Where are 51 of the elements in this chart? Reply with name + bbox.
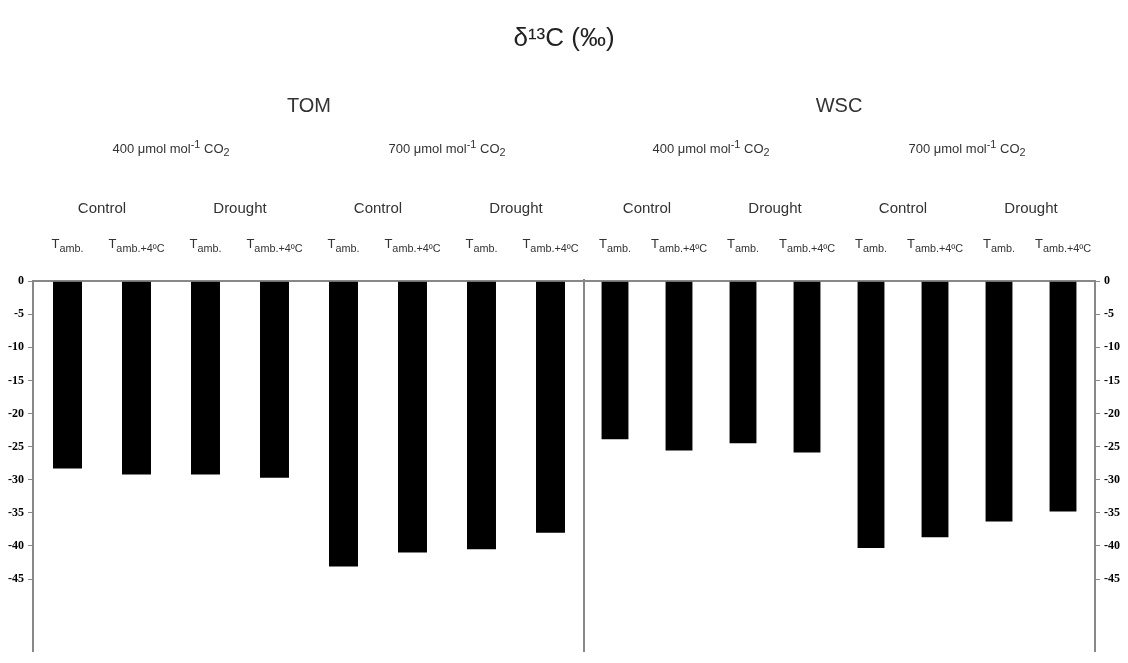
y-tick-label: -20 xyxy=(1104,405,1120,420)
text: Drought xyxy=(213,198,267,216)
x-tick-label: T$_{amb.+4ºC}$ xyxy=(522,236,579,254)
y-tick-label: -45 xyxy=(1104,571,1120,586)
chart-title: δ¹³C (‰) xyxy=(512,22,616,53)
x-tick-label: T$_{amb.}$ xyxy=(726,236,760,254)
y-tick-label: -45 xyxy=(8,571,24,586)
x-tick-label: T$_{amb.}$ xyxy=(598,236,632,254)
x-tick-label: T$_{amb.}$ xyxy=(982,236,1016,254)
y-tick-label: -30 xyxy=(8,471,24,486)
x-tick-label: T$_{amb.+4ºC}$ xyxy=(778,236,836,254)
y-tick-label: -20 xyxy=(8,405,24,420)
x-tick-label: T$_{amb.+4ºC}$ xyxy=(246,236,303,254)
y-tick-label: -25 xyxy=(8,438,24,453)
text: Control xyxy=(353,198,403,216)
x-tick-label: T$_{amb.}$ xyxy=(854,236,888,254)
y-tick-label: -10 xyxy=(1104,339,1120,354)
text: 700 μmol mol$^{-1}$ CO$_{2}$ xyxy=(388,137,506,159)
text: Control xyxy=(622,198,672,216)
y-tick-label: -35 xyxy=(8,504,24,519)
y-tick-label: 0 xyxy=(1104,273,1110,288)
y-tick-label: -30 xyxy=(1104,471,1120,486)
x-tick-label: T$_{amb.}$ xyxy=(51,236,84,254)
y-tick-label: -40 xyxy=(8,538,24,553)
x-tick-label: T$_{amb.}$ xyxy=(189,236,222,254)
text: Control xyxy=(77,198,127,216)
x-tick-label: T$_{amb.+4ºC}$ xyxy=(108,236,165,254)
chart-subtitle: TOM xyxy=(286,93,332,117)
x-tick-label: T$_{amb.+4ºC}$ xyxy=(1034,236,1092,254)
chart-subtitle: WSC xyxy=(815,93,863,117)
y-tick-label: -35 xyxy=(1104,504,1120,519)
x-tick-label: T$_{amb.+4ºC}$ xyxy=(650,236,708,254)
y-tick-label: -5 xyxy=(14,306,24,321)
y-tick-label: -5 xyxy=(1104,306,1114,321)
y-tick-label: -25 xyxy=(1104,438,1120,453)
text: Drought xyxy=(748,198,802,216)
x-tick-label: T$_{amb.+4ºC}$ xyxy=(906,236,964,254)
y-tick-label: 0 xyxy=(18,273,24,288)
text: Control xyxy=(878,198,928,216)
text: 400 μmol mol$^{-1}$ CO$_{2}$ xyxy=(112,137,230,159)
text: Drought xyxy=(1004,198,1058,216)
text: 700 μmol mol$^{-1}$ CO$_{2}$ xyxy=(908,137,1026,159)
y-tick-label: -15 xyxy=(8,372,24,387)
y-tick-label: -15 xyxy=(1104,372,1120,387)
y-tick-label: -10 xyxy=(8,339,24,354)
x-tick-label: T$_{amb.+4ºC}$ xyxy=(384,236,441,254)
y-tick-label: -40 xyxy=(1104,538,1120,553)
x-tick-label: T$_{amb.}$ xyxy=(465,236,498,254)
text: 400 μmol mol$^{-1}$ CO$_{2}$ xyxy=(652,137,770,159)
text: Drought xyxy=(489,198,543,216)
x-tick-label: T$_{amb.}$ xyxy=(327,236,360,254)
